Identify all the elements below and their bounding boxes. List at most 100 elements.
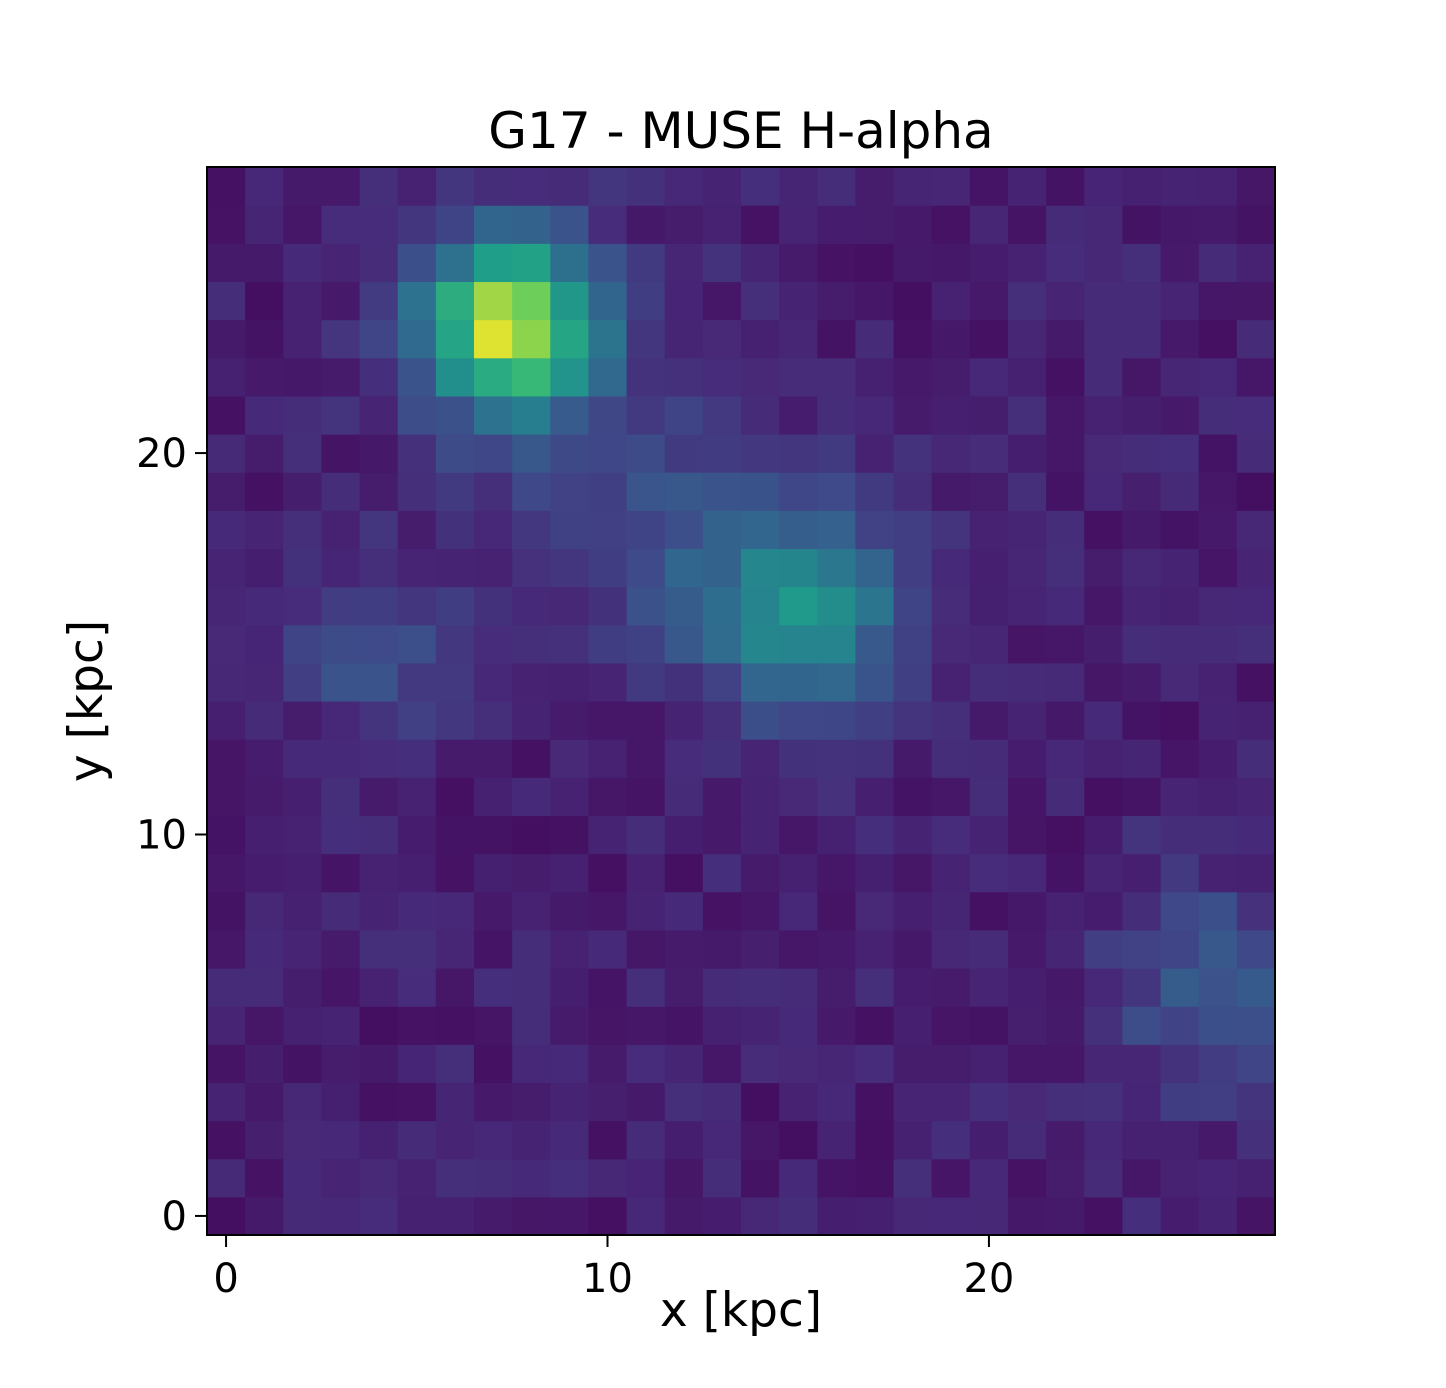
heatmap-cell xyxy=(435,815,475,855)
heatmap-cell xyxy=(893,319,933,359)
heatmap-cell xyxy=(1046,739,1085,778)
heatmap-cell xyxy=(855,739,895,778)
heatmap-cell xyxy=(283,739,323,778)
heatmap-cell xyxy=(359,205,399,244)
heatmap-cell xyxy=(1122,815,1162,855)
heatmap-cell xyxy=(207,548,246,588)
heatmap-cell xyxy=(1122,968,1162,1007)
heatmap-cell xyxy=(474,815,513,855)
heatmap-cell xyxy=(1122,1120,1162,1160)
heatmap-cell xyxy=(1160,1196,1200,1236)
heatmap-cell xyxy=(550,929,590,969)
heatmap-cell xyxy=(1236,1158,1276,1198)
y-tick-label: 0 xyxy=(162,1194,187,1240)
heatmap-cell xyxy=(741,815,780,855)
heatmap-cell xyxy=(1198,624,1238,664)
heatmap-cell xyxy=(664,624,704,664)
heatmap-cell xyxy=(435,701,475,740)
heatmap-cell xyxy=(1198,472,1238,511)
heatmap-cell xyxy=(893,815,933,855)
heatmap-cell xyxy=(397,968,437,1007)
heatmap-cell xyxy=(1008,205,1047,244)
heatmap-cell xyxy=(512,891,551,931)
heatmap-cell xyxy=(779,1082,818,1122)
heatmap-cell xyxy=(855,624,895,664)
heatmap-cell xyxy=(1198,205,1238,244)
heatmap-cell xyxy=(1236,510,1276,550)
heatmap-cell xyxy=(397,586,437,626)
heatmap-cell xyxy=(969,281,1009,321)
heatmap-cell xyxy=(664,281,704,321)
heatmap-cell xyxy=(474,1120,513,1160)
heatmap-cell xyxy=(969,548,1009,588)
heatmap-cell xyxy=(283,929,323,969)
heatmap-cell xyxy=(397,1196,437,1236)
heatmap-cell xyxy=(931,510,971,550)
heatmap-cell xyxy=(626,1082,666,1122)
heatmap-cell xyxy=(1046,167,1085,206)
heatmap-cell xyxy=(474,243,513,283)
heatmap-cell xyxy=(1122,281,1162,321)
heatmap-cell xyxy=(702,510,742,550)
heatmap-cell xyxy=(1160,929,1200,969)
heatmap-cell xyxy=(321,1006,361,1045)
heatmap-cell xyxy=(893,624,933,664)
heatmap-cell xyxy=(1122,586,1162,626)
heatmap-cell xyxy=(283,891,323,931)
heatmap-cell xyxy=(969,1196,1009,1236)
heatmap-cell xyxy=(245,586,284,626)
heatmap-cell xyxy=(855,281,895,321)
heatmap-cell xyxy=(550,357,590,397)
heatmap-cell xyxy=(893,968,933,1007)
heatmap-cell xyxy=(741,853,780,893)
heatmap-cell xyxy=(1122,243,1162,283)
heatmap-cell xyxy=(741,701,780,740)
heatmap-cell xyxy=(779,281,818,321)
heatmap-cell xyxy=(664,968,704,1007)
heatmap-cell xyxy=(321,395,361,435)
heatmap-cell xyxy=(1236,968,1276,1007)
heatmap-cell xyxy=(702,929,742,969)
heatmap-cell xyxy=(1084,395,1124,435)
heatmap-cell xyxy=(321,319,361,359)
heatmap-cell xyxy=(741,548,780,588)
heatmap-cell xyxy=(397,701,437,740)
heatmap-cell xyxy=(855,815,895,855)
heatmap-cell xyxy=(969,739,1009,778)
heatmap-cell xyxy=(512,319,551,359)
heatmap-cell xyxy=(779,815,818,855)
heatmap-cell xyxy=(550,1082,590,1122)
heatmap-cell xyxy=(512,701,551,740)
heatmap-cell xyxy=(855,548,895,588)
heatmap-cell xyxy=(1046,319,1085,359)
heatmap-cell xyxy=(1160,853,1200,893)
heatmap-cell xyxy=(969,395,1009,435)
heatmap-cell xyxy=(207,662,246,702)
heatmap-cell xyxy=(1160,1006,1200,1045)
heatmap-cell xyxy=(321,167,361,206)
heatmap-cell xyxy=(283,1196,323,1236)
heatmap-cell xyxy=(1198,701,1238,740)
heatmap-cell xyxy=(1236,701,1276,740)
heatmap-cell xyxy=(1236,739,1276,778)
heatmap-cell xyxy=(207,968,246,1007)
chart-title: G17 - MUSE H-alpha xyxy=(488,102,993,160)
heatmap-cell xyxy=(397,1158,437,1198)
heatmap-cell xyxy=(969,815,1009,855)
heatmap-cell xyxy=(512,1196,551,1236)
heatmap-cell xyxy=(1122,739,1162,778)
heatmap-cell xyxy=(1236,281,1276,321)
heatmap-cell xyxy=(474,395,513,435)
heatmap-cell xyxy=(931,1196,971,1236)
heatmap-cell xyxy=(207,624,246,664)
heatmap-cell xyxy=(1084,281,1124,321)
heatmap-cell xyxy=(893,662,933,702)
heatmap-cell xyxy=(626,929,666,969)
heatmap-cell xyxy=(588,205,628,244)
heatmap-cell xyxy=(435,586,475,626)
heatmap-cell xyxy=(283,853,323,893)
heatmap-cell xyxy=(512,1044,551,1084)
heatmap-cell xyxy=(702,472,742,511)
heatmap-cell xyxy=(1046,357,1085,397)
heatmap-cell xyxy=(626,891,666,931)
